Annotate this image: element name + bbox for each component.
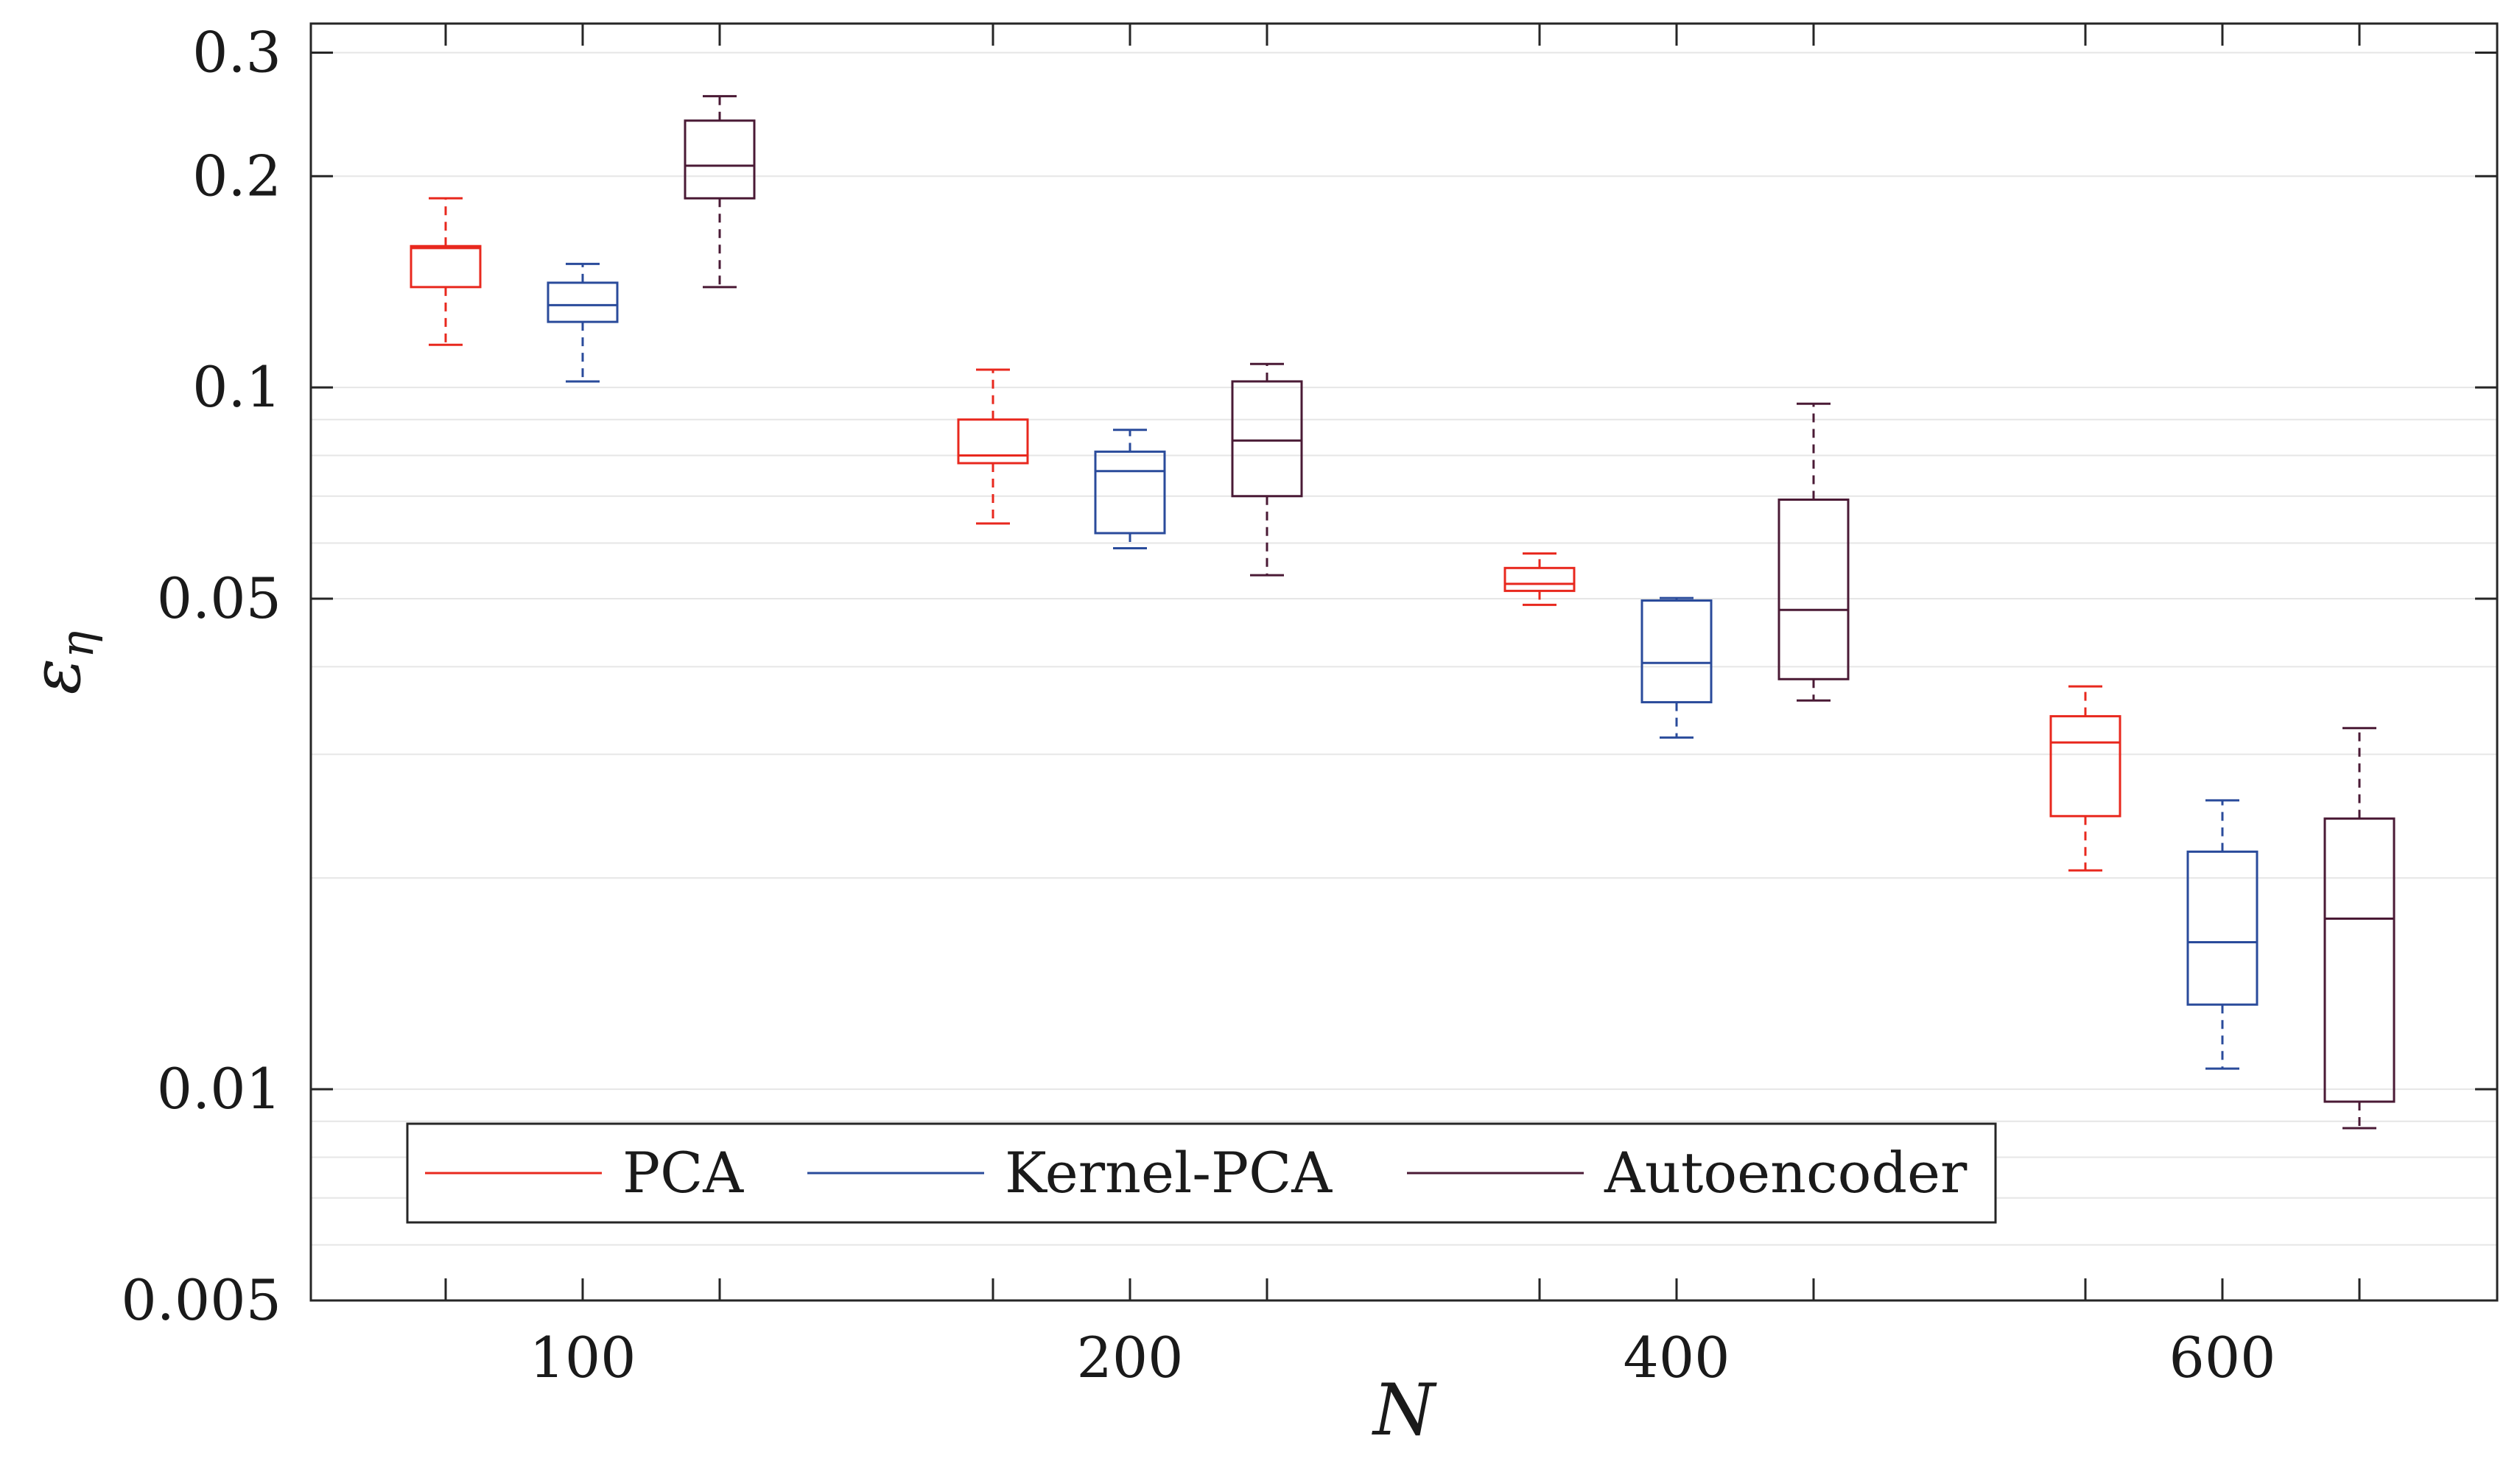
y-tick-label: 0.05: [157, 566, 281, 631]
box-kernel-pca-100: [547, 262, 619, 383]
grid-lines: [311, 52, 2497, 1301]
y-tick-label: 0.01: [157, 1056, 281, 1122]
interquartile-box: [1231, 380, 1303, 498]
interquartile-box: [1777, 499, 1850, 680]
x-axis-label: N: [1372, 1369, 1437, 1451]
box-autoencoder-600: [2323, 727, 2396, 1130]
box-plot-boxes: [410, 95, 2396, 1130]
interquartile-box: [957, 418, 1029, 465]
box-kernel-pca-200: [1094, 429, 1166, 550]
y-axis-symbol: ε: [17, 658, 96, 694]
x-tick-label: 200: [1076, 1325, 1183, 1390]
box-autoencoder-100: [684, 95, 756, 289]
x-tick-label: 400: [1623, 1325, 1730, 1390]
x-tick-label: 600: [2169, 1325, 2275, 1390]
axes: 0.005 0.01 0.05 0.1 0.2 0.3 100 200 400 600 Nεη: [17, 19, 2499, 1451]
legend-box: [406, 1122, 1997, 1224]
box-pca-100: [410, 197, 482, 346]
box-kernel-pca-400: [1640, 596, 1713, 739]
y-axis-subscript: η: [50, 631, 104, 658]
x-tick-label: 100: [529, 1325, 636, 1390]
y-tick-label: 0.1: [192, 354, 281, 420]
y-axis-label: εη: [17, 631, 104, 695]
interquartile-box: [2186, 851, 2258, 1006]
interquartile-box: [2049, 715, 2121, 817]
box-pca-200: [957, 368, 1029, 525]
interquartile-box: [1094, 450, 1166, 535]
box-autoencoder-200: [1231, 362, 1303, 577]
box-pca-600: [2049, 685, 2121, 872]
interquartile-box: [1503, 566, 1576, 592]
interquartile-box: [684, 119, 756, 200]
legend-label-kernel-pca: Kernel-PCA: [1005, 1140, 1333, 1205]
interquartile-box: [410, 244, 482, 289]
interquartile-box: [2323, 817, 2396, 1103]
interquartile-box: [547, 281, 619, 323]
box-kernel-pca-600: [2186, 799, 2258, 1070]
y-tick-label: 0.2: [192, 143, 281, 208]
legend: PCA Kernel-PCA Autoencoder: [406, 1122, 1997, 1224]
y-tick-label: 0.3: [192, 19, 281, 85]
legend-label-pca: PCA: [622, 1140, 744, 1205]
box-pca-400: [1503, 552, 1576, 606]
box-autoencoder-400: [1777, 402, 1850, 702]
y-tick-label: 0.005: [121, 1267, 281, 1333]
interquartile-box: [1640, 599, 1713, 704]
legend-label-autoencoder: Autoencoder: [1604, 1140, 1968, 1205]
plot-frame: [309, 22, 2499, 1302]
